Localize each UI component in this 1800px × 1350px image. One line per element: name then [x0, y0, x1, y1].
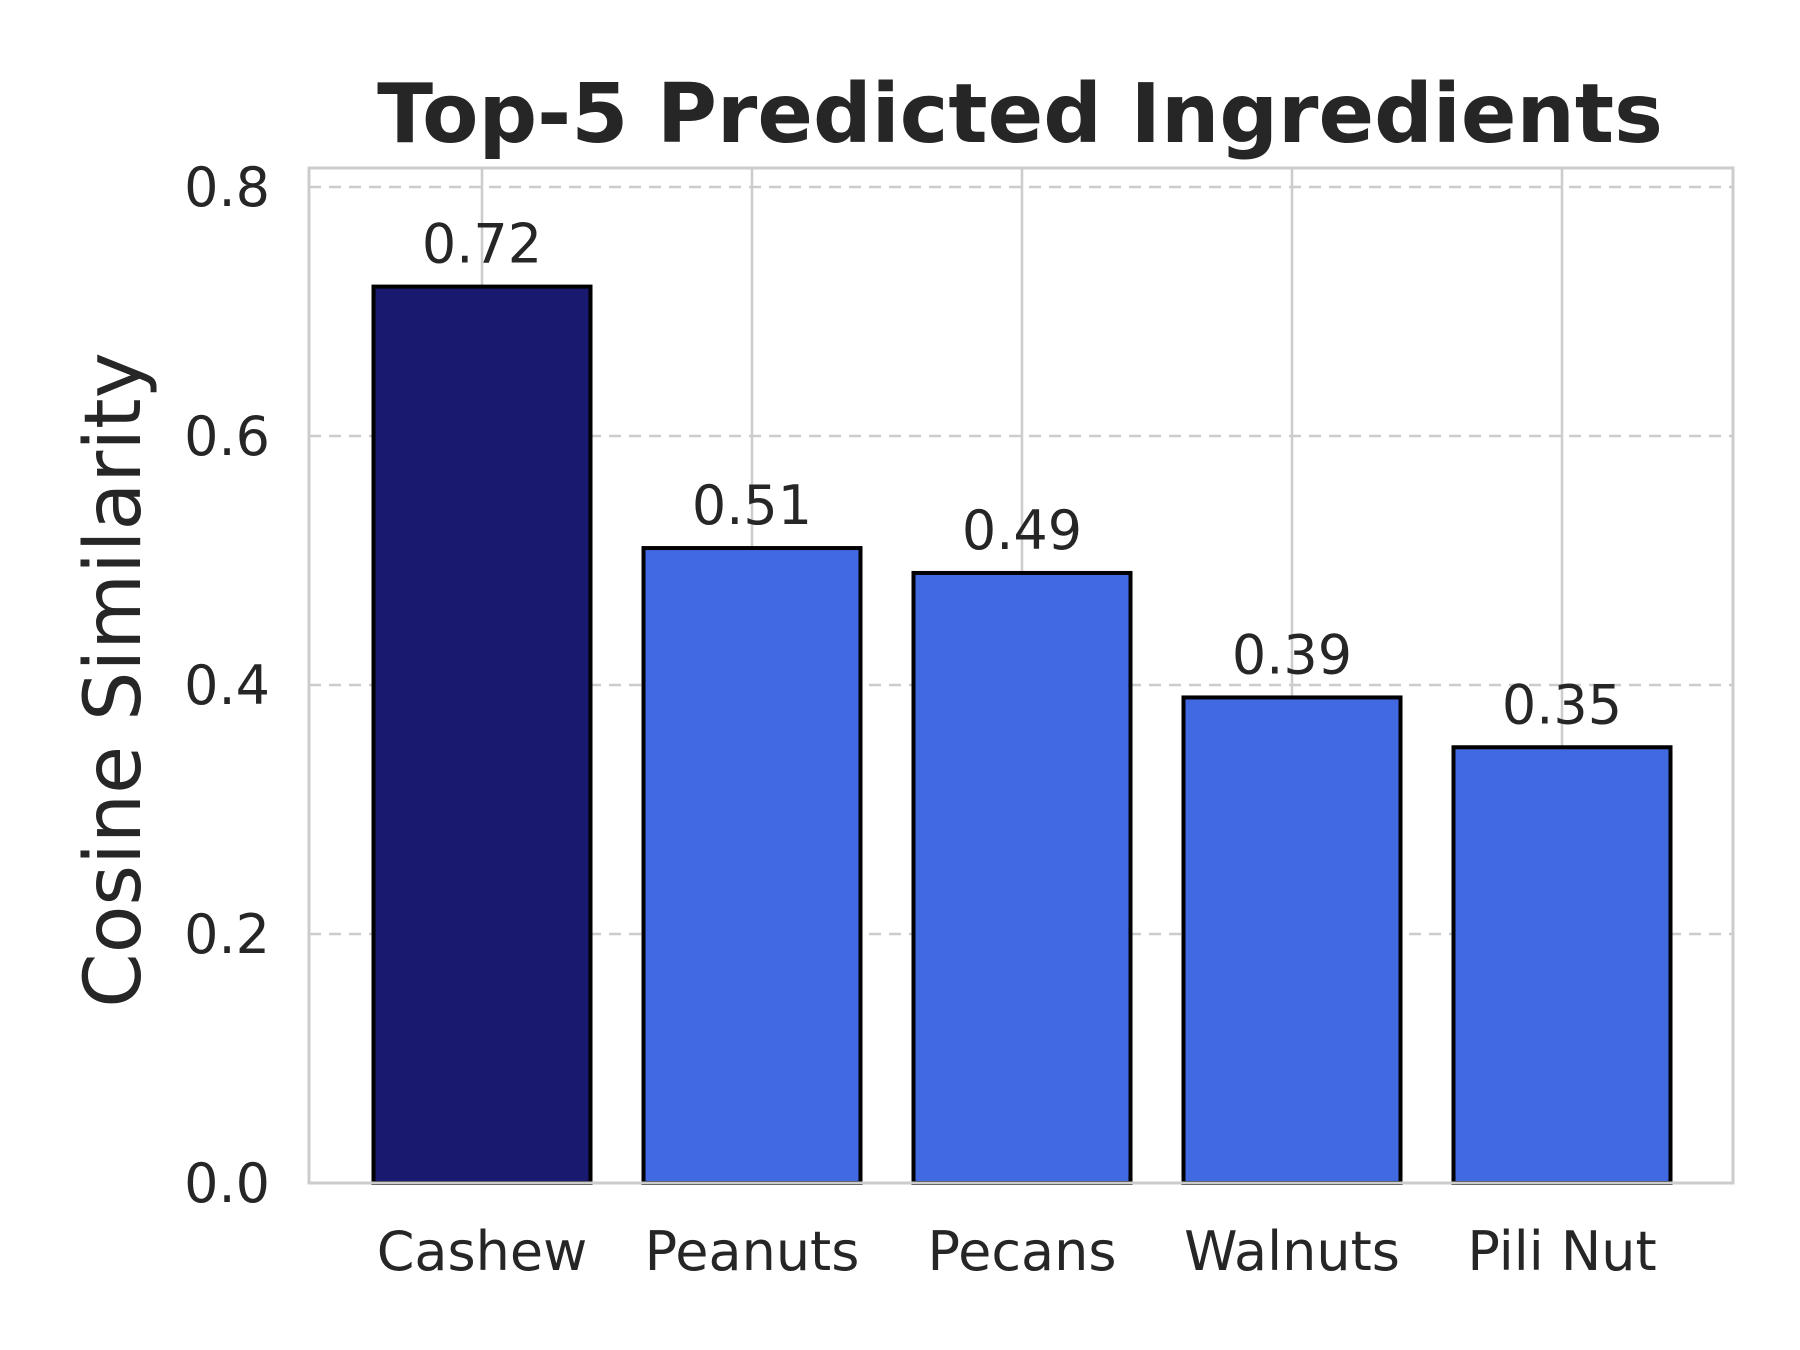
x-tick-label: Peanuts [645, 1220, 860, 1283]
x-tick-label: Pecans [928, 1220, 1117, 1283]
x-tick-label: Walnuts [1184, 1220, 1400, 1283]
y-ticks: 0.0 0.2 0.4 0.6 0.8 [184, 156, 270, 1215]
bar-pecans [911, 570, 1133, 1185]
value-labels: 0.72 0.51 0.49 0.39 0.35 [422, 213, 1622, 737]
value-label: 0.35 [1502, 673, 1622, 736]
x-tick-label: Cashew [377, 1220, 588, 1283]
chart-title: Top-5 Predicted Ingredients [377, 67, 1663, 162]
y-tick-label: 0.6 [184, 405, 270, 468]
y-tick-label: 0.4 [184, 654, 270, 717]
bar-pili-nut [1451, 745, 1673, 1185]
bar-peanuts [641, 546, 863, 1185]
value-label: 0.49 [962, 499, 1082, 562]
plot-frame [307, 166, 1735, 1185]
x-ticks: Cashew Peanuts Pecans Walnuts Pili Nut [377, 1220, 1657, 1283]
value-label: 0.39 [1232, 623, 1352, 686]
bar-cashew [371, 284, 593, 1186]
y-tick-label: 0.0 [184, 1152, 270, 1215]
y-axis-label: Cosine Similarity [69, 352, 159, 1008]
value-label: 0.72 [422, 213, 542, 276]
bar-walnuts [1181, 695, 1403, 1185]
y-tick-label: 0.2 [184, 903, 270, 966]
bars [371, 284, 1673, 1186]
y-tick-label: 0.8 [184, 156, 270, 219]
value-label: 0.51 [692, 474, 812, 537]
x-tick-label: Pili Nut [1467, 1220, 1656, 1283]
